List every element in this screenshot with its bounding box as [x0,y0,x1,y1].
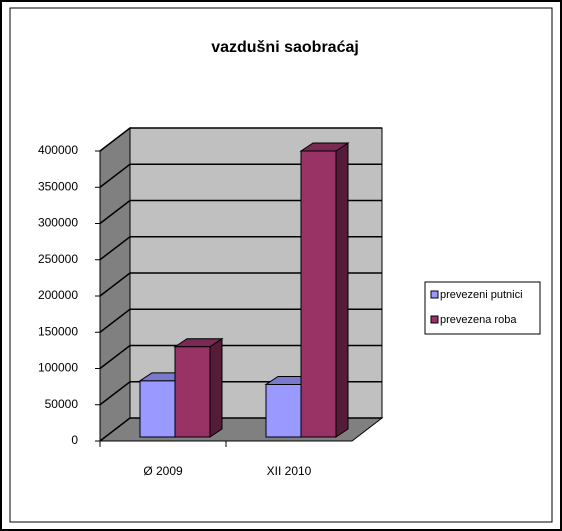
legend-swatch [430,315,439,324]
y-tick-label: 100000 [38,361,78,375]
y-tick-label: 250000 [38,252,78,266]
y-tick-label: 400000 [38,143,78,157]
bar-front [265,383,302,438]
bar [299,142,350,438]
grid-line [99,163,382,188]
bar-front [300,150,337,438]
grid-line [99,272,382,297]
y-tick-label: 200000 [38,288,78,302]
grid-line [99,344,382,370]
grid-line [99,308,382,333]
x-tick-label: XII 2010 [267,464,312,478]
x-tick-label: Ø 2009 [143,464,183,478]
bar-front [174,346,211,438]
y-tick-label: 0 [71,433,78,447]
grid-line [99,199,382,225]
y-tick-label: 350000 [38,179,78,193]
bar [173,337,224,438]
grid-line [99,236,382,261]
legend-label: prevezeni putnici [440,289,523,301]
bar-side [209,337,223,438]
y-tick-label: 50000 [45,397,79,411]
legend-box [424,281,541,335]
y-tick-label: 150000 [38,324,78,338]
grid-line [99,127,382,152]
y-tick-label: 300000 [38,216,78,230]
legend-swatch [430,290,439,299]
chart-title: vazdušni saobraćaj [211,39,359,56]
bar-front [139,380,176,438]
legend-label: prevezena roba [440,314,517,326]
bar-side [335,142,349,438]
